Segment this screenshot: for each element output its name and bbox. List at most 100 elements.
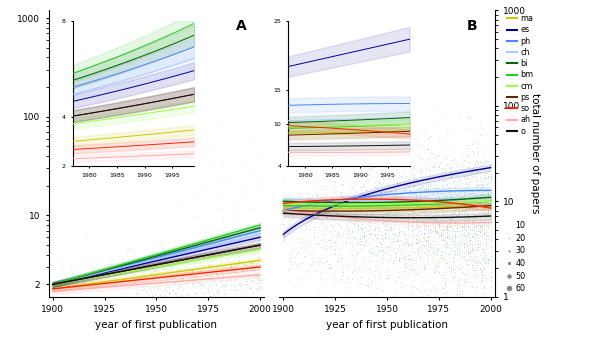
Point xyxy=(418,219,427,224)
Point xyxy=(240,286,250,292)
Point xyxy=(481,221,491,226)
Point xyxy=(245,230,254,236)
Point xyxy=(455,256,464,261)
Point xyxy=(438,294,448,299)
Point xyxy=(418,294,427,299)
Point xyxy=(183,294,192,299)
Point xyxy=(322,294,332,299)
Point xyxy=(358,190,367,195)
Point xyxy=(399,196,409,201)
Point xyxy=(180,260,190,266)
Point xyxy=(382,267,392,273)
Point xyxy=(308,209,317,214)
Point xyxy=(465,254,475,259)
Point xyxy=(411,194,421,199)
Point xyxy=(339,201,348,206)
Point xyxy=(467,241,476,247)
Point xyxy=(116,266,126,271)
Point xyxy=(365,168,375,173)
Point xyxy=(376,181,385,187)
Point xyxy=(407,167,416,172)
Point xyxy=(475,175,485,180)
Point xyxy=(405,180,415,185)
Point xyxy=(295,193,305,199)
Point xyxy=(224,236,234,242)
Point xyxy=(382,221,392,226)
Point xyxy=(436,231,446,236)
Point xyxy=(249,259,259,264)
Point xyxy=(343,226,353,231)
Point xyxy=(330,203,340,208)
Point xyxy=(480,222,489,228)
Point xyxy=(129,279,138,284)
Point xyxy=(438,275,448,280)
Point xyxy=(353,227,363,233)
Point xyxy=(407,267,416,272)
Point xyxy=(211,281,221,287)
Point xyxy=(426,213,435,218)
Point xyxy=(318,260,328,266)
Point xyxy=(453,248,463,253)
Point xyxy=(475,267,485,272)
Point xyxy=(359,183,369,188)
Point xyxy=(480,210,489,215)
Point xyxy=(434,194,444,200)
Point xyxy=(77,258,87,264)
Point xyxy=(484,205,493,211)
Point xyxy=(430,241,439,247)
Point xyxy=(359,250,369,255)
Point xyxy=(249,294,259,299)
Point xyxy=(440,227,450,233)
Point xyxy=(236,174,246,179)
Point xyxy=(401,239,410,245)
Point xyxy=(378,209,388,214)
Point xyxy=(411,240,421,246)
Point xyxy=(438,196,448,201)
Point xyxy=(368,250,378,255)
Point xyxy=(442,241,452,246)
Point xyxy=(328,272,338,278)
Point xyxy=(455,288,464,294)
Point xyxy=(386,214,396,219)
Point xyxy=(295,235,305,240)
Point xyxy=(444,200,454,206)
Point xyxy=(434,198,444,203)
Point xyxy=(463,231,473,237)
Point xyxy=(255,277,265,283)
Point xyxy=(419,226,429,231)
Point xyxy=(399,294,409,299)
Point xyxy=(446,215,456,220)
Point xyxy=(239,266,248,272)
Point xyxy=(436,253,446,258)
Point xyxy=(486,187,495,193)
Point xyxy=(247,294,257,299)
Point xyxy=(376,235,385,240)
Point xyxy=(364,179,373,184)
Point xyxy=(218,284,228,289)
Point xyxy=(245,261,254,266)
Point xyxy=(384,182,394,187)
Point xyxy=(407,142,416,148)
Point xyxy=(208,193,217,198)
Point xyxy=(463,249,473,255)
Point xyxy=(336,255,346,261)
Point xyxy=(255,284,265,289)
Point xyxy=(253,277,263,283)
Point xyxy=(361,188,371,194)
Point xyxy=(478,207,487,213)
Point xyxy=(461,204,470,210)
Point xyxy=(255,185,265,190)
Point xyxy=(393,207,402,213)
Point xyxy=(449,275,458,280)
Point xyxy=(481,256,491,261)
Point xyxy=(413,203,423,208)
Point xyxy=(469,224,479,229)
Point xyxy=(129,279,138,285)
Point xyxy=(370,225,379,230)
Point xyxy=(484,220,493,226)
Point xyxy=(318,196,328,201)
Point xyxy=(409,284,419,289)
Point xyxy=(484,195,493,200)
Point xyxy=(430,160,439,166)
Point xyxy=(471,223,481,228)
